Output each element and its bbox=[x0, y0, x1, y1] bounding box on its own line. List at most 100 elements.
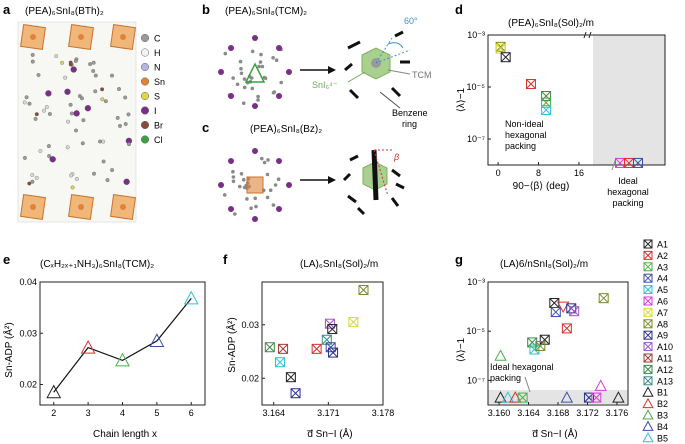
panel-g-point-2 bbox=[529, 344, 540, 355]
panel-d-point-4-box bbox=[541, 91, 552, 102]
panel-g-point-14-tri bbox=[501, 391, 515, 403]
mol-c-atom-19 bbox=[262, 160, 267, 165]
mol-b-atom-12 bbox=[260, 64, 265, 69]
panel-f-point-5-x2 bbox=[311, 343, 322, 354]
panel-d-point-1 bbox=[495, 43, 506, 54]
panel-e-xtick-label-3: 5 bbox=[154, 408, 159, 418]
panel-f-point-8-box bbox=[327, 324, 338, 335]
mol-c-iodine-4 bbox=[218, 182, 224, 188]
panel-g-xtick-label-1: 3.164 bbox=[517, 408, 540, 418]
panel-f-point-8 bbox=[327, 324, 338, 335]
series-legend-marker-a11 bbox=[643, 353, 653, 363]
panel-d-nonideal-ann-1: hexagonal bbox=[505, 130, 547, 140]
panel-f-point-11-x2 bbox=[348, 317, 359, 327]
atom-33 bbox=[70, 66, 77, 73]
panel-g-ylabel: ⟨λ⟩−1 bbox=[456, 337, 467, 362]
series-legend-label-a11: A11 bbox=[657, 354, 672, 364]
panel-d-point-9-box bbox=[633, 157, 643, 168]
atom-44 bbox=[88, 62, 93, 67]
panel-b: b (PEA)₆SnI₈(TCM)₂ 60° SnI₆⁴⁻ TCM Benzen… bbox=[202, 2, 432, 129]
series-legend-marker-a3-box bbox=[643, 262, 653, 272]
mol-c-atom-23 bbox=[254, 204, 258, 209]
angle-label-60: 60° bbox=[404, 16, 418, 26]
panel-f-point-9-x2 bbox=[325, 342, 336, 353]
panel-f-ylabel: Sn-ADP (Å²) bbox=[225, 317, 238, 372]
molecule-bars-b bbox=[344, 30, 410, 100]
atom-67 bbox=[77, 94, 82, 99]
series-legend-marker-a2 bbox=[643, 250, 653, 260]
series-legend-marker-a4-x2 bbox=[643, 273, 653, 283]
mol-b-atom-1 bbox=[241, 101, 246, 105]
atom-4 bbox=[91, 60, 96, 65]
panel-d-xlabel: 90−⟨β⟩ (deg) bbox=[513, 181, 570, 192]
mol-c-iodine-3 bbox=[228, 206, 234, 212]
series-legend-marker-b5 bbox=[642, 431, 654, 443]
panel-g-point-12 bbox=[594, 379, 607, 391]
mol-c-atom-8 bbox=[231, 179, 236, 184]
panel-f-point-1-box bbox=[278, 343, 289, 354]
panel-g-point-6-box bbox=[550, 307, 561, 318]
series-legend-label-a12: A12 bbox=[657, 365, 673, 375]
arrow-b-head bbox=[328, 66, 336, 74]
atom-58 bbox=[105, 178, 110, 183]
series-legend-marker-a7-box bbox=[643, 307, 653, 317]
panel-e-point-1-tri bbox=[80, 339, 96, 354]
panel-d-point-5-box bbox=[541, 97, 552, 108]
panel-g-points bbox=[494, 293, 625, 403]
sn-atom-3 bbox=[30, 204, 36, 210]
panel-g-point-5 bbox=[549, 298, 560, 309]
atom-legend-label-br: Br bbox=[154, 121, 163, 131]
atom-68 bbox=[123, 122, 128, 126]
panel-d-point-6 bbox=[541, 105, 552, 116]
tcm-label: TCM bbox=[412, 70, 432, 80]
mol-c-iodine-5 bbox=[228, 158, 234, 164]
panel-g-point-19 bbox=[591, 392, 602, 403]
bar-c-3 bbox=[390, 197, 400, 207]
series-legend-marker-a1 bbox=[643, 239, 653, 249]
panel-g-point-3-x2 bbox=[539, 334, 550, 345]
atom-0 bbox=[74, 128, 78, 133]
panel-d-axes: 0 8 16 10⁻³ 10⁻⁵ 10⁻⁷ bbox=[467, 30, 666, 178]
panel-f-point-4-x2 bbox=[290, 388, 301, 399]
crystal-structure-image bbox=[17, 21, 137, 223]
panel-g-xtick-label-2: 3.168 bbox=[547, 408, 570, 418]
panel-g-point-4-box bbox=[535, 341, 546, 352]
series-legend-marker-a3 bbox=[643, 262, 653, 272]
series-legend-label-b3: B3 bbox=[657, 411, 668, 421]
mol-c-atom-9 bbox=[239, 172, 244, 176]
panel-g-axes: 3.160 3.164 3.168 3.172 3.176 10⁻³ 10⁻⁵ 10⁻⁷ bbox=[467, 277, 629, 418]
panel-g-frame bbox=[487, 281, 629, 406]
panel-e-point-2-tri bbox=[115, 352, 130, 367]
panel-d-point-1-x2 bbox=[495, 43, 506, 54]
series-legend-marker-a6-box bbox=[643, 296, 653, 306]
atom-62 bbox=[101, 159, 106, 164]
panel-d-points bbox=[495, 41, 643, 168]
atom-27 bbox=[24, 95, 29, 100]
mol-b-iodine-7 bbox=[276, 45, 282, 51]
series-legend-marker-a10 bbox=[643, 342, 653, 352]
atom-19 bbox=[65, 145, 70, 150]
panel-g-point-11 bbox=[598, 293, 609, 304]
atom-63 bbox=[69, 173, 74, 178]
atom-legend-label-n: N bbox=[154, 63, 161, 73]
panel-f-point-10-x2 bbox=[328, 347, 338, 358]
panel-e-xlabel: Chain length x bbox=[93, 429, 157, 440]
mol-c-atom-22 bbox=[238, 184, 242, 189]
crystal-structure-drawing bbox=[20, 24, 136, 220]
series-legend-marker-a13-x2 bbox=[643, 376, 653, 386]
panel-g-point-13-tri bbox=[494, 391, 507, 403]
series-legend-label-a5: A5 bbox=[657, 285, 668, 295]
mol-b-atom-4 bbox=[242, 85, 247, 90]
atom-61 bbox=[80, 141, 85, 146]
panel-f-point-10 bbox=[328, 347, 339, 358]
atom-47 bbox=[100, 97, 105, 102]
panel-g-point-20-tri bbox=[612, 391, 625, 403]
series-legend-marker-a5-box bbox=[643, 285, 653, 295]
mol-c-atom-27 bbox=[273, 183, 278, 187]
panel-e-ytick-label-0: 0.02 bbox=[19, 380, 37, 390]
panel-d-point-2-box bbox=[500, 52, 511, 63]
atom-legend-marker-n bbox=[140, 62, 150, 72]
series-legend-label-a2: A2 bbox=[657, 251, 668, 261]
atom-legend-marker-i bbox=[140, 106, 150, 115]
series-legend-marker-a5 bbox=[643, 285, 653, 295]
